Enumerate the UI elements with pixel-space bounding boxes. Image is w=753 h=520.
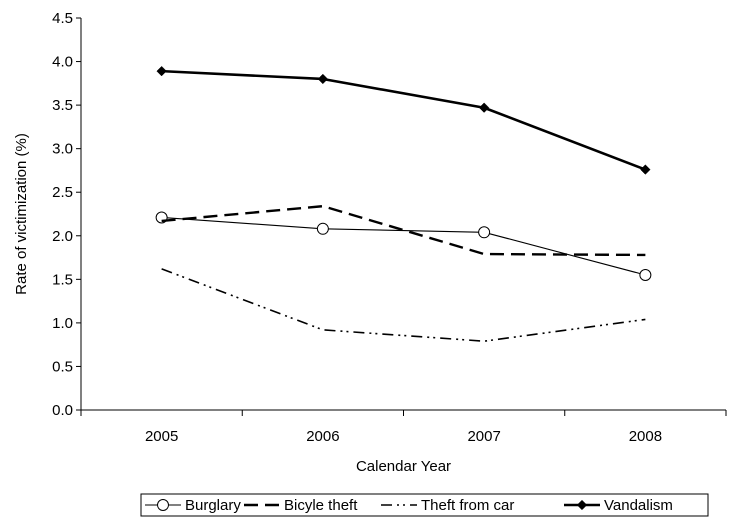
series-line bbox=[161, 69, 646, 171]
data-point bbox=[478, 226, 491, 239]
y-tick-label: 1.5 bbox=[52, 271, 73, 288]
legend: Burglary Bicyle theft Theft from car Vandal… bbox=[140, 493, 709, 517]
axes: 0.0 0.5 1.0 1.5 2.0 2.5 3.0 3.5 4.0 4.5 2005 2006 20… bbox=[52, 10, 727, 445]
series-bicyle-theft bbox=[161, 204, 646, 257]
data-point bbox=[478, 102, 490, 113]
y-tick-label: 2.5 bbox=[52, 184, 73, 201]
series-line bbox=[161, 268, 646, 342]
legend-item: Burglary bbox=[145, 497, 241, 514]
legend-label: Theft from car bbox=[421, 497, 514, 514]
series-theft-from-car bbox=[161, 268, 646, 342]
y-tick-label: 2.0 bbox=[52, 228, 73, 245]
legend-marker bbox=[576, 499, 588, 511]
x-tick-label: 2006 bbox=[306, 428, 339, 445]
data-point bbox=[316, 222, 329, 235]
data-point bbox=[317, 73, 329, 85]
x-tick-label: 2007 bbox=[467, 428, 500, 445]
x-tick-label: 2008 bbox=[629, 428, 662, 445]
data-point bbox=[639, 268, 652, 281]
data-point bbox=[640, 164, 651, 175]
legend-item: Bicyle theft bbox=[244, 497, 358, 514]
series-line bbox=[161, 204, 646, 257]
y-tick-label: 1.0 bbox=[52, 315, 73, 332]
y-tick-label: 0.5 bbox=[52, 358, 73, 375]
y-tick-label: 3.5 bbox=[52, 97, 73, 114]
y-axis-title: Rate of victimization (%) bbox=[13, 133, 30, 295]
legend-label: Bicyle theft bbox=[284, 497, 358, 514]
y-tick-label: 0.0 bbox=[52, 402, 73, 419]
series-vandalism bbox=[156, 65, 651, 175]
legend-label: Vandalism bbox=[604, 497, 673, 514]
legend-marker bbox=[157, 499, 169, 511]
y-tick-label: 4.0 bbox=[52, 54, 73, 71]
y-tick-label: 4.5 bbox=[52, 10, 73, 27]
y-tick-label: 3.0 bbox=[52, 141, 73, 158]
legend-label: Burglary bbox=[185, 497, 241, 514]
x-axis-title: Calendar Year bbox=[356, 458, 451, 475]
series-burglary bbox=[155, 211, 652, 281]
data-point bbox=[156, 65, 167, 77]
legend-item: Vandalism bbox=[564, 497, 673, 514]
series-layer bbox=[155, 65, 652, 342]
legend-item: Theft from car bbox=[381, 497, 514, 514]
legend-box bbox=[140, 493, 709, 517]
x-tick-label: 2005 bbox=[145, 428, 178, 445]
series-line bbox=[161, 216, 646, 276]
